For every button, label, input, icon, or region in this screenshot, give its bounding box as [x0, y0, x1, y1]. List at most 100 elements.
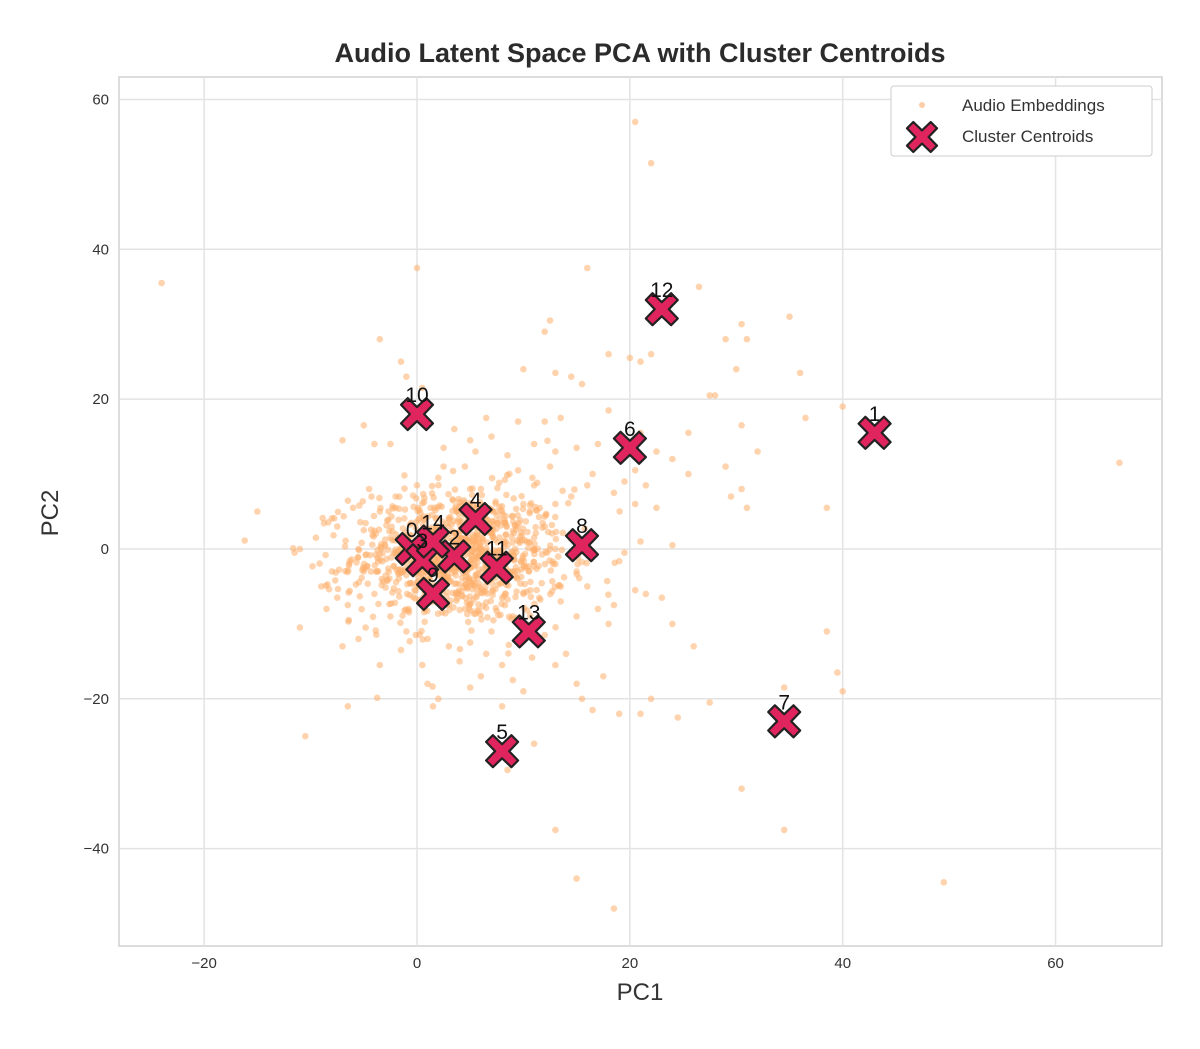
embedding-point	[401, 515, 408, 522]
embedding-point	[594, 605, 602, 613]
embedding-point	[395, 505, 403, 513]
embedding-point	[365, 485, 373, 493]
embedding-point	[453, 595, 461, 602]
embedding-point	[404, 607, 412, 614]
embedding-point	[445, 514, 453, 522]
embedding-point	[695, 283, 703, 291]
embedding-point	[330, 532, 337, 539]
embedding-point	[341, 543, 349, 550]
embedding-point	[473, 529, 481, 536]
embedding-point	[413, 495, 420, 502]
embedding-point	[535, 562, 542, 570]
embedding-point	[494, 519, 501, 527]
embedding-point	[421, 618, 429, 626]
embedding-point	[403, 628, 410, 635]
embedding-point	[412, 587, 419, 595]
embedding-point	[492, 604, 500, 612]
embedding-point	[516, 516, 524, 524]
embedding-point	[509, 512, 516, 520]
embedding-point	[509, 676, 517, 684]
embedding-point	[508, 533, 515, 541]
embedding-point	[530, 558, 537, 566]
embedding-point	[403, 571, 410, 579]
embedding-point	[369, 531, 376, 539]
embedding-point	[605, 407, 612, 414]
embedding-point	[331, 577, 339, 584]
legend: Audio Embeddings Cluster Centroids	[890, 85, 1153, 157]
embedding-point	[554, 553, 562, 560]
embedding-point	[439, 609, 446, 616]
embedding-point	[548, 521, 556, 529]
embedding-point	[479, 589, 486, 597]
embedding-point	[616, 508, 623, 515]
centroid-marker	[644, 292, 679, 327]
embedding-point	[541, 513, 548, 520]
embedding-point	[254, 508, 261, 515]
embedding-point	[387, 534, 394, 541]
embedding-point	[309, 563, 316, 570]
embedding-point	[780, 684, 788, 691]
embedding-point	[358, 539, 366, 547]
embedding-point	[535, 513, 543, 521]
embedding-point	[340, 513, 348, 520]
embedding-point	[451, 425, 458, 433]
embedding-point	[522, 518, 530, 525]
embedding-point	[524, 528, 531, 536]
embedding-point	[575, 574, 583, 582]
embedding-point	[546, 317, 554, 324]
embedding-point	[413, 264, 421, 272]
embedding-point	[473, 585, 481, 593]
chart-title: Audio Latent Space PCA with Cluster Cent…	[334, 38, 945, 68]
embedding-point	[406, 591, 414, 599]
embedding-point	[482, 650, 490, 658]
embedding-point	[333, 594, 341, 601]
embedding-point	[743, 335, 751, 343]
embedding-point	[369, 541, 376, 548]
embedding-point	[352, 581, 360, 588]
embedding-point	[669, 455, 676, 463]
embedding-point	[373, 568, 381, 575]
embedding-point	[611, 559, 618, 567]
embedding-point	[362, 519, 369, 527]
embedding-point	[158, 279, 165, 287]
embedding-point	[344, 601, 352, 609]
embedding-point	[319, 514, 327, 522]
embedding-point	[647, 159, 655, 167]
embedding-point	[1116, 459, 1123, 467]
embedding-point	[477, 673, 485, 680]
centroid-label: 6	[624, 418, 636, 441]
embedding-point	[430, 494, 437, 501]
embedding-point	[581, 525, 588, 532]
embedding-point	[334, 585, 342, 593]
centroid-label: 13	[517, 601, 540, 624]
embedding-point	[390, 562, 398, 570]
embedding-point	[517, 529, 525, 536]
embedding-point	[371, 440, 378, 448]
centroid-marker	[479, 550, 514, 585]
embedding-point	[424, 635, 431, 643]
embedding-point	[562, 650, 570, 658]
embedding-point	[466, 639, 474, 646]
centroid-label: 10	[405, 384, 428, 407]
embedding-point	[387, 613, 394, 620]
embedding-point	[414, 504, 422, 512]
embedding-point	[345, 589, 352, 596]
legend-embeddings-label: Audio Embeddings	[962, 96, 1105, 115]
centroid-label: 12	[650, 279, 673, 302]
embedding-point	[573, 875, 580, 882]
embedding-point	[429, 703, 437, 710]
embedding-point	[738, 422, 745, 429]
embedding-point	[381, 536, 389, 543]
embedding-point	[521, 550, 529, 558]
embedding-point	[538, 579, 545, 587]
embedding-point	[339, 643, 346, 650]
embedding-point	[435, 695, 442, 703]
embedding-point	[495, 479, 503, 487]
embedding-point	[532, 503, 539, 511]
embedding-point	[478, 491, 486, 499]
embedding-point	[796, 369, 804, 377]
embedding-point	[385, 568, 393, 576]
embedding-point	[509, 527, 517, 535]
embedding-point	[471, 545, 479, 553]
embedding-point	[520, 688, 527, 695]
